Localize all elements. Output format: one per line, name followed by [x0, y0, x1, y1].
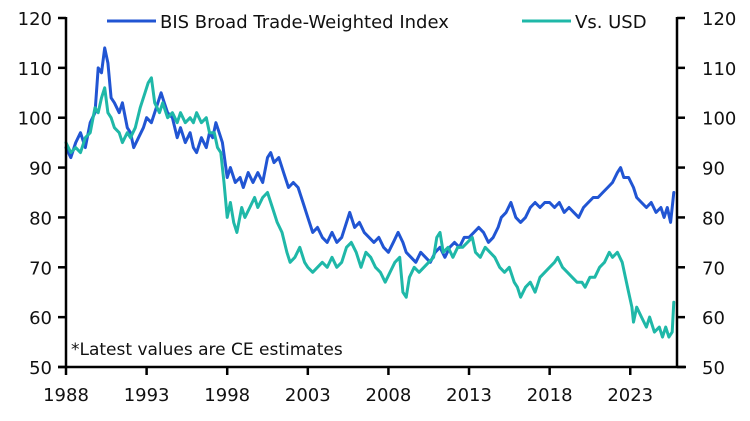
right-y-tick-label: 50: [702, 358, 725, 379]
axes: [58, 17, 686, 369]
left-y-tick-label: 70: [29, 258, 52, 279]
left-y-tick-label: 120: [18, 9, 52, 30]
annotation-note: *Latest values are CE estimates: [71, 340, 343, 360]
x-tick-label: 1998: [204, 385, 250, 406]
x-tick-label: 2018: [527, 385, 573, 406]
legend-item-usd: Vs. USD: [522, 12, 647, 33]
legend-label-usd: Vs. USD: [575, 12, 647, 33]
legend-label-bis: BIS Broad Trade-Weighted Index: [160, 12, 449, 33]
series-line-bis-broad: [64, 46, 676, 264]
left-y-tick-label: 110: [18, 59, 52, 80]
left-y-tick-label: 100: [18, 109, 52, 130]
left-y-tick-label: 60: [29, 308, 52, 329]
x-tick-label: 2008: [366, 385, 412, 406]
left-y-tick-label: 80: [29, 208, 52, 229]
right-y-tick-label: 120: [702, 9, 736, 30]
series-line-vs-usd: [64, 76, 676, 339]
right-y-tick-label: 70: [702, 258, 725, 279]
right-y-tick-label: 90: [702, 159, 725, 180]
legend: BIS Broad Trade-Weighted Index Vs. USD: [107, 12, 647, 33]
x-tick-label: 2023: [607, 385, 653, 406]
right-y-tick-label: 100: [702, 109, 736, 130]
left-y-tick-label: 50: [29, 358, 52, 379]
x-tick-label: 1988: [43, 385, 89, 406]
x-tick-label: 2013: [446, 385, 492, 406]
x-tick-label: 1993: [124, 385, 170, 406]
series-group: [64, 46, 676, 339]
left-y-tick-label: 90: [29, 159, 52, 180]
right-y-tick-label: 60: [702, 308, 725, 329]
right-y-tick-label: 110: [702, 59, 736, 80]
x-tick-label: 2003: [285, 385, 331, 406]
ticks: 50 50 60 60 70 70 80 80 90 90 100 100 110 110 120 120 19…: [18, 9, 737, 406]
legend-item-bis: BIS Broad Trade-Weighted Index: [107, 12, 449, 33]
right-y-tick-label: 80: [702, 208, 725, 229]
